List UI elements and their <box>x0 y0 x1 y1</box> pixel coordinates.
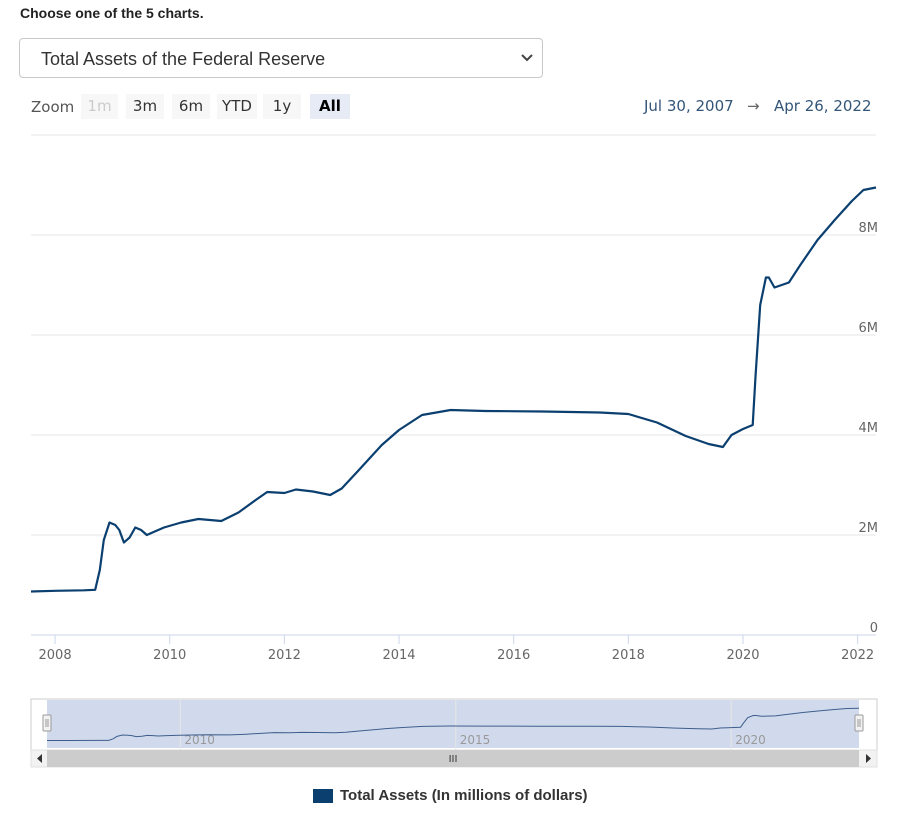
navigator-label: 2010 <box>184 733 215 747</box>
y-tick-label: 8M <box>859 221 879 236</box>
chart-selector[interactable]: Total Assets of the Federal Reserve <box>19 38 543 78</box>
chart-chooser-heading: Choose one of the 5 charts. <box>20 5 204 21</box>
legend-label: Total Assets (In millions of dollars) <box>340 787 588 804</box>
zoom-button-ytd[interactable]: YTD <box>217 94 257 119</box>
x-tick-label: 2022 <box>841 648 874 663</box>
x-tick-label: 2008 <box>39 648 72 663</box>
legend[interactable]: Total Assets (In millions of dollars) <box>313 787 588 804</box>
zoom-button-1y[interactable]: 1y <box>263 94 301 119</box>
x-tick-label: 2020 <box>726 648 759 663</box>
zoom-button-1m: 1m <box>81 94 118 119</box>
navigator-left-handle[interactable] <box>42 714 52 732</box>
legend-swatch <box>313 788 333 803</box>
x-tick-label: 2012 <box>268 648 301 663</box>
series-line-total-assets <box>30 186 877 593</box>
navigator-label: 2015 <box>460 733 491 747</box>
x-tick-label: 2014 <box>382 648 415 663</box>
range-to[interactable]: Apr 26, 2022 <box>774 97 872 115</box>
chart-selector-value: Total Assets of the Federal Reserve <box>41 49 326 69</box>
zoom-button-3m[interactable]: 3m <box>126 94 164 119</box>
y-tick-label: 2M <box>859 521 879 536</box>
x-tick-label: 2010 <box>153 648 186 663</box>
x-tick-label: 2018 <box>612 648 645 663</box>
scrollbar-grip: III <box>449 754 458 765</box>
x-tick-label: 2016 <box>497 648 530 663</box>
navigator-scrollbar-thumb[interactable] <box>47 750 859 767</box>
navigator-frame <box>30 698 878 751</box>
range-arrow: → <box>747 97 760 115</box>
chevron-down-icon <box>521 54 533 62</box>
scroll-left-arrow-icon[interactable] <box>37 754 42 763</box>
navigator-label: 2020 <box>735 733 766 747</box>
y-tick-label: 0 <box>870 621 878 636</box>
zoom-button-all[interactable]: All <box>310 94 350 119</box>
zoom-button-6m[interactable]: 6m <box>172 94 210 119</box>
navigator-selection[interactable] <box>47 700 859 748</box>
navigator-series-line <box>47 707 860 741</box>
scroll-right-arrow-icon[interactable] <box>866 754 871 763</box>
y-tick-label: 4M <box>859 421 879 436</box>
range-from[interactable]: Jul 30, 2007 <box>644 97 734 115</box>
zoom-label: Zoom <box>31 98 75 116</box>
navigator-scrollbar-track[interactable] <box>30 749 878 768</box>
y-tick-label: 6M <box>859 321 879 336</box>
navigator-right-handle[interactable] <box>854 714 864 732</box>
